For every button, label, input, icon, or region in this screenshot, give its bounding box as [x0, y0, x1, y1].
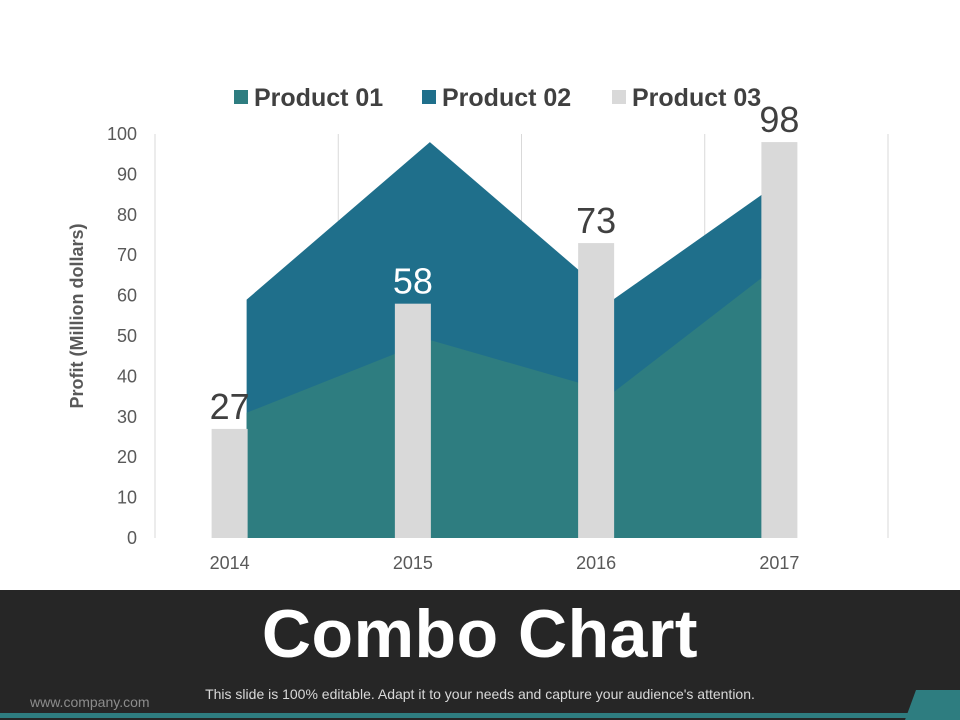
bar-2015 — [394, 303, 431, 538]
legend-swatch — [234, 90, 248, 104]
legend-label: Product 01 — [254, 84, 383, 112]
x-tick-label: 2016 — [576, 553, 616, 573]
website-link[interactable]: www.company.com — [30, 694, 150, 710]
bar-2014 — [211, 428, 248, 538]
legend: Product 01 Product 02 Product 03 — [234, 84, 761, 112]
y-tick-label: 20 — [117, 447, 137, 467]
combo-chart: 27 58 73 98 0 10 20 30 40 50 60 70 80 90 100 2014 2015 2… — [67, 84, 889, 573]
bar-series-layer — [211, 142, 798, 538]
y-tick-label: 70 — [117, 245, 137, 265]
y-tick-label: 80 — [117, 205, 137, 225]
bar-2016 — [578, 243, 615, 538]
legend-label: Product 02 — [442, 84, 571, 112]
data-label-2016: 73 — [576, 200, 616, 241]
bar-2017 — [761, 142, 798, 538]
data-labels: 27 58 73 98 — [210, 99, 800, 427]
area-series-layer — [246, 142, 797, 538]
title-band — [0, 590, 960, 720]
data-label-2015: 58 — [393, 261, 433, 302]
axes: 0 10 20 30 40 50 60 70 80 90 100 2014 2015 2016 2017 Pr… — [67, 124, 799, 573]
legend-swatch — [612, 90, 626, 104]
slide-title: Combo Chart — [261, 596, 699, 672]
bottom-accent-line — [0, 713, 960, 718]
legend-swatch — [422, 90, 436, 104]
y-tick-label: 10 — [117, 488, 137, 508]
y-tick-label: 60 — [117, 286, 137, 306]
y-tick-label: 40 — [117, 366, 137, 386]
y-tick-label: 0 — [127, 528, 137, 548]
corner-accent — [905, 690, 960, 720]
slide-subtitle: This slide is 100% editable. Adapt it to… — [205, 686, 755, 702]
y-tick-label: 30 — [117, 407, 137, 427]
y-tick-label: 90 — [117, 164, 137, 184]
y-tick-label: 50 — [117, 326, 137, 346]
data-label-2014: 27 — [210, 386, 250, 427]
y-axis-title: Profit (Million dollars) — [67, 224, 87, 409]
x-tick-label: 2017 — [759, 553, 799, 573]
legend-label: Product 03 — [632, 84, 761, 112]
y-tick-label: 100 — [107, 124, 137, 144]
area-product-01 — [246, 251, 797, 538]
x-tick-label: 2015 — [393, 553, 433, 573]
data-label-2017: 98 — [759, 99, 799, 140]
x-tick-label: 2014 — [210, 553, 250, 573]
